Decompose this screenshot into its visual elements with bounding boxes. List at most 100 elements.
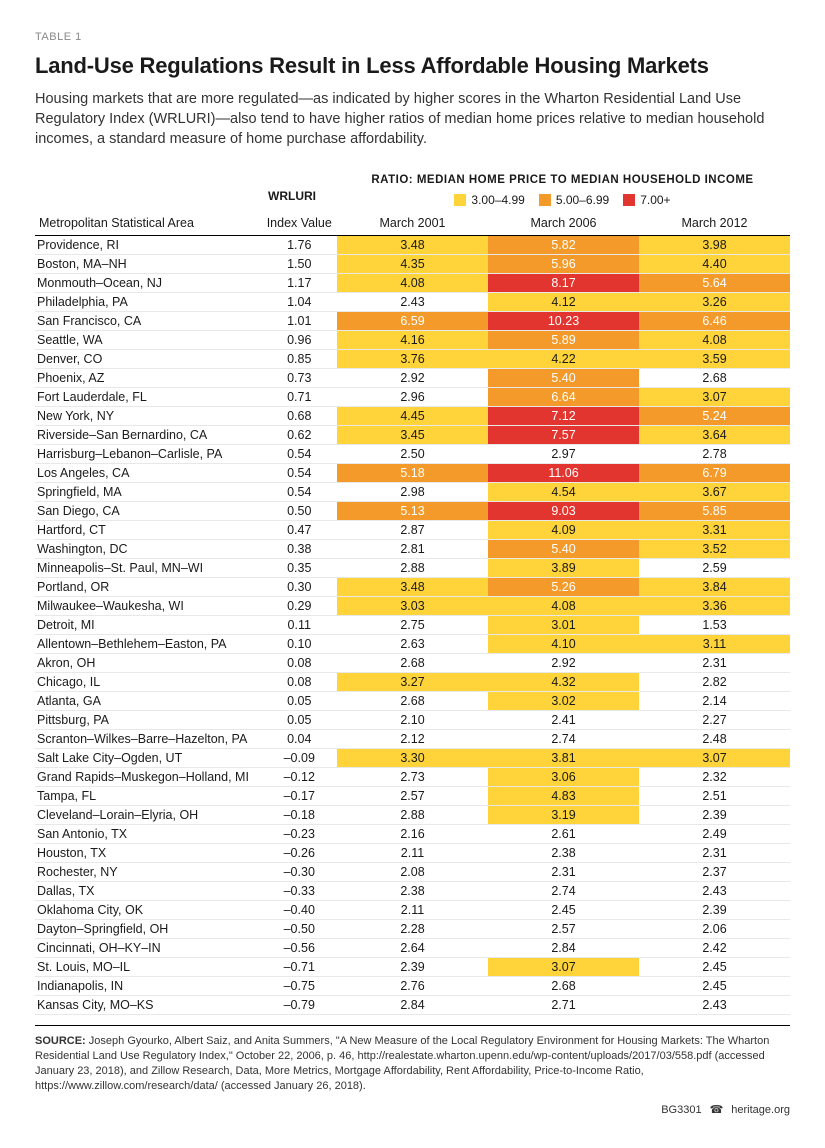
- cell-area: Minneapolis–St. Paul, MN–WI: [35, 559, 262, 578]
- cell-ratio: 5.26: [488, 578, 639, 597]
- cell-index: 0.85: [262, 350, 338, 369]
- cell-ratio: 2.71: [488, 996, 639, 1015]
- cell-area: Dayton–Springfield, OH: [35, 920, 262, 939]
- cell-ratio: 2.68: [639, 369, 790, 388]
- cell-index: 1.17: [262, 274, 338, 293]
- cell-ratio: 9.03: [488, 502, 639, 521]
- cell-index: 0.47: [262, 521, 338, 540]
- cell-area: Washington, DC: [35, 540, 262, 559]
- table-row: Portland, OR0.303.485.263.84: [35, 578, 790, 597]
- cell-ratio: 3.52: [639, 540, 790, 559]
- cell-ratio: 2.28: [337, 920, 488, 939]
- cell-ratio: 4.32: [488, 673, 639, 692]
- cell-ratio: 2.38: [337, 882, 488, 901]
- legend-swatch: [623, 194, 635, 206]
- cell-ratio: 3.30: [337, 749, 488, 768]
- cell-area: Cincinnati, OH–KY–IN: [35, 939, 262, 958]
- cell-ratio: 2.42: [639, 939, 790, 958]
- cell-area: Oklahoma City, OK: [35, 901, 262, 920]
- cell-area: Monmouth–Ocean, NJ: [35, 274, 262, 293]
- cell-ratio: 2.59: [639, 559, 790, 578]
- cell-ratio: 4.08: [337, 274, 488, 293]
- cell-area: Springfield, MA: [35, 483, 262, 502]
- table-row: San Diego, CA0.505.139.035.85: [35, 502, 790, 521]
- cell-ratio: 2.45: [639, 958, 790, 977]
- cell-ratio: 2.43: [639, 996, 790, 1015]
- cell-ratio: 2.84: [337, 996, 488, 1015]
- col-index: Index Value: [262, 212, 338, 235]
- cell-ratio: 2.16: [337, 825, 488, 844]
- table-row: San Francisco, CA1.016.5910.236.46: [35, 312, 790, 331]
- cell-ratio: 3.76: [337, 350, 488, 369]
- cell-index: –0.79: [262, 996, 338, 1015]
- cell-ratio: 6.46: [639, 312, 790, 331]
- footer-site: heritage.org: [731, 1103, 790, 1118]
- source-label: SOURCE:: [35, 1035, 86, 1047]
- cell-area: Tampa, FL: [35, 787, 262, 806]
- cell-area: Providence, RI: [35, 236, 262, 255]
- cell-ratio: 4.09: [488, 521, 639, 540]
- cell-ratio: 4.12: [488, 293, 639, 312]
- cell-ratio: 3.07: [639, 388, 790, 407]
- cell-ratio: 5.24: [639, 407, 790, 426]
- cell-ratio: 2.97: [488, 445, 639, 464]
- cell-ratio: 2.11: [337, 844, 488, 863]
- wrluri-label: WRLURI: [268, 188, 316, 204]
- data-table: Metropolitan Statistical Area Index Valu…: [35, 212, 790, 1015]
- legend-label: 3.00–4.99: [471, 192, 524, 208]
- cell-index: –0.23: [262, 825, 338, 844]
- cell-ratio: 2.68: [337, 692, 488, 711]
- cell-ratio: 2.10: [337, 711, 488, 730]
- cell-ratio: 5.89: [488, 331, 639, 350]
- cell-ratio: 3.45: [337, 426, 488, 445]
- cell-area: Indianapolis, IN: [35, 977, 262, 996]
- cell-ratio: 5.82: [488, 236, 639, 255]
- legend-label: 7.00+: [640, 192, 670, 208]
- cell-ratio: 2.31: [488, 863, 639, 882]
- cell-ratio: 7.12: [488, 407, 639, 426]
- cell-ratio: 3.07: [639, 749, 790, 768]
- table-row: Seattle, WA0.964.165.894.08: [35, 331, 790, 350]
- legend-item: 5.00–6.99: [539, 192, 609, 208]
- table-row: Hartford, CT0.472.874.093.31: [35, 521, 790, 540]
- cell-index: 0.73: [262, 369, 338, 388]
- table-row: Chicago, IL0.083.274.322.82: [35, 673, 790, 692]
- cell-ratio: 2.49: [639, 825, 790, 844]
- cell-area: Atlanta, GA: [35, 692, 262, 711]
- cell-area: Cleveland–Lorain–Elyria, OH: [35, 806, 262, 825]
- cell-ratio: 2.50: [337, 445, 488, 464]
- table-row: Dallas, TX–0.332.382.742.43: [35, 882, 790, 901]
- cell-area: Allentown–Bethlehem–Easton, PA: [35, 635, 262, 654]
- cell-ratio: 3.06: [488, 768, 639, 787]
- cell-area: Philadelphia, PA: [35, 293, 262, 312]
- cell-ratio: 2.57: [488, 920, 639, 939]
- cell-area: St. Louis, MO–IL: [35, 958, 262, 977]
- footer-rule: [35, 1025, 790, 1026]
- table-row: Phoenix, AZ0.732.925.402.68: [35, 369, 790, 388]
- cell-area: Grand Rapids–Muskegon–Holland, MI: [35, 768, 262, 787]
- table-row: Denver, CO0.853.764.223.59: [35, 350, 790, 369]
- cell-ratio: 3.03: [337, 597, 488, 616]
- table-row: Pittsburg, PA0.052.102.412.27: [35, 711, 790, 730]
- cell-ratio: 2.68: [337, 654, 488, 673]
- cell-index: 0.96: [262, 331, 338, 350]
- cell-ratio: 4.40: [639, 255, 790, 274]
- cell-ratio: 2.43: [639, 882, 790, 901]
- cell-ratio: 4.35: [337, 255, 488, 274]
- cell-area: Hartford, CT: [35, 521, 262, 540]
- cell-index: –0.40: [262, 901, 338, 920]
- table-row: Akron, OH0.082.682.922.31: [35, 654, 790, 673]
- cell-ratio: 2.57: [337, 787, 488, 806]
- cell-area: New York, NY: [35, 407, 262, 426]
- cell-ratio: 5.96: [488, 255, 639, 274]
- cell-area: Akron, OH: [35, 654, 262, 673]
- cell-index: –0.18: [262, 806, 338, 825]
- cell-ratio: 3.67: [639, 483, 790, 502]
- cell-index: 0.04: [262, 730, 338, 749]
- col-2012: March 2012: [639, 212, 790, 235]
- table-label: TABLE 1: [35, 30, 790, 45]
- cell-ratio: 2.39: [639, 901, 790, 920]
- cell-ratio: 2.51: [639, 787, 790, 806]
- cell-ratio: 3.36: [639, 597, 790, 616]
- cell-area: San Diego, CA: [35, 502, 262, 521]
